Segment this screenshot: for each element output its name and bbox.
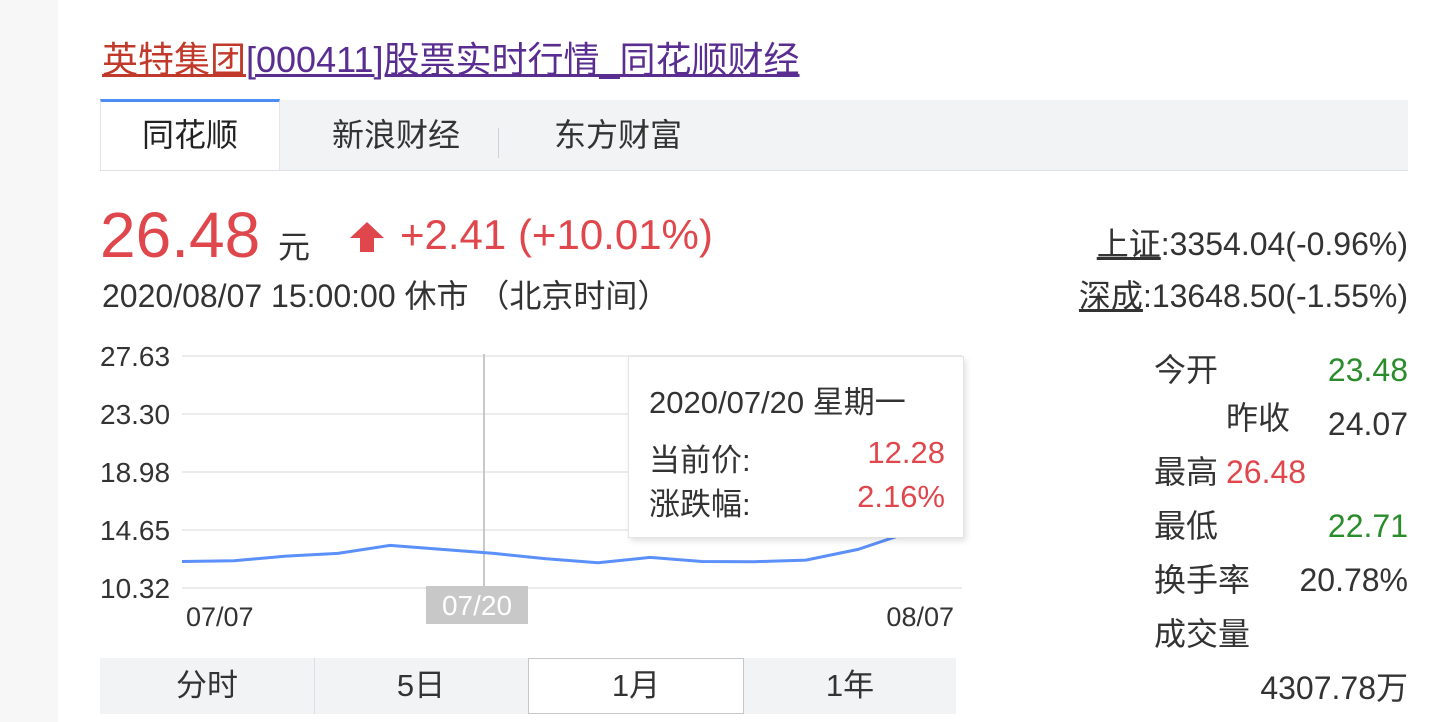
tab-sina-finance[interactable]: 新浪财经	[331, 117, 460, 153]
chart-tooltip: 2020/07/20 星期一 当前价: 12.28 涨跌幅: 2.16%	[628, 356, 964, 538]
high-label: 最高	[1154, 454, 1219, 490]
high-value: 26.48	[1226, 454, 1307, 490]
tooltip-change-value: 2.16%	[857, 479, 945, 514]
y-tick-label: 27.63	[100, 341, 170, 372]
title-rest[interactable]: [000411]股票实时行情_同花顺财经	[246, 39, 800, 80]
quote-datetime: 2020/08/07 15:00:00 休市 （北京时间）	[102, 278, 670, 314]
price-unit: 元	[278, 229, 311, 265]
series-line	[181, 521, 963, 565]
y-tick-label: 10.32	[100, 573, 170, 604]
source-tabs: 同花顺 新浪财经 东方财富	[100, 99, 1408, 171]
cursor-date-label: 07/20	[442, 590, 512, 621]
cursor-label-bg	[426, 586, 528, 624]
y-tick-label: 18.98	[100, 457, 170, 488]
tab-eastmoney[interactable]: 东方财富	[553, 117, 682, 153]
range-divider	[314, 658, 315, 714]
left-margin	[0, 0, 58, 722]
tooltip-price-value: 12.28	[867, 435, 945, 470]
y-tick-label: 14.65	[100, 515, 170, 546]
x-tick-label: 07/07	[186, 602, 254, 630]
open-label: 今开	[1154, 352, 1219, 388]
turnover-label: 换手率	[1154, 562, 1251, 598]
low-value: 22.71	[1327, 508, 1408, 544]
range-tab-1month[interactable]: 1月	[528, 658, 744, 714]
tab-tonghuashun[interactable]: 同花顺	[100, 99, 280, 170]
result-title-link[interactable]: 英特集团[000411]股票实时行情_同花顺财经	[102, 36, 800, 84]
range-tab-1year[interactable]: 1年	[825, 668, 875, 703]
range-tabs: 分时 5日 1月 1年	[100, 658, 956, 714]
index-shenzhen-link[interactable]: 深成	[1078, 278, 1143, 314]
tooltip-date: 2020/07/20 星期一	[649, 385, 906, 420]
price-chart[interactable]: 27.63 23.30 18.98 14.65 10.32 07/07 08/07 07/…	[0, 330, 980, 630]
price-change: +2.41 (+10.01%)	[400, 211, 713, 258]
open-value: 23.48	[1327, 352, 1408, 388]
tab-divider	[498, 128, 499, 158]
tooltip-change-label: 涨跌幅:	[649, 487, 751, 522]
current-price: 26.48	[100, 199, 261, 271]
index-shenzhen-value: :13648.50(-1.55%)	[1142, 278, 1408, 314]
stock-name[interactable]: 英特集团	[102, 39, 247, 80]
y-tick-label: 23.30	[100, 399, 170, 430]
volume-label: 成交量	[1154, 616, 1251, 652]
turnover-value: 20.78%	[1299, 562, 1408, 598]
tooltip-price-label: 当前价:	[649, 443, 751, 478]
up-arrow-icon	[350, 222, 384, 252]
x-tick-label: 08/07	[886, 602, 954, 630]
index-shenzhen: 深成:13648.50(-1.55%)	[1079, 276, 1408, 316]
range-tab-5day[interactable]: 5日	[396, 668, 446, 703]
volume-value: 4307.78万	[1260, 670, 1408, 706]
low-label: 最低	[1154, 508, 1219, 544]
index-shanghai: 上证:3354.04(-0.96%)	[1097, 224, 1408, 264]
index-shanghai-value: :3354.04(-0.96%)	[1160, 226, 1408, 262]
prev-close-value: 24.07	[1327, 406, 1408, 442]
prev-close-label: 昨收	[1226, 400, 1291, 436]
index-shanghai-link[interactable]: 上证	[1096, 226, 1161, 262]
range-tab-intraday[interactable]: 分时	[176, 668, 238, 703]
